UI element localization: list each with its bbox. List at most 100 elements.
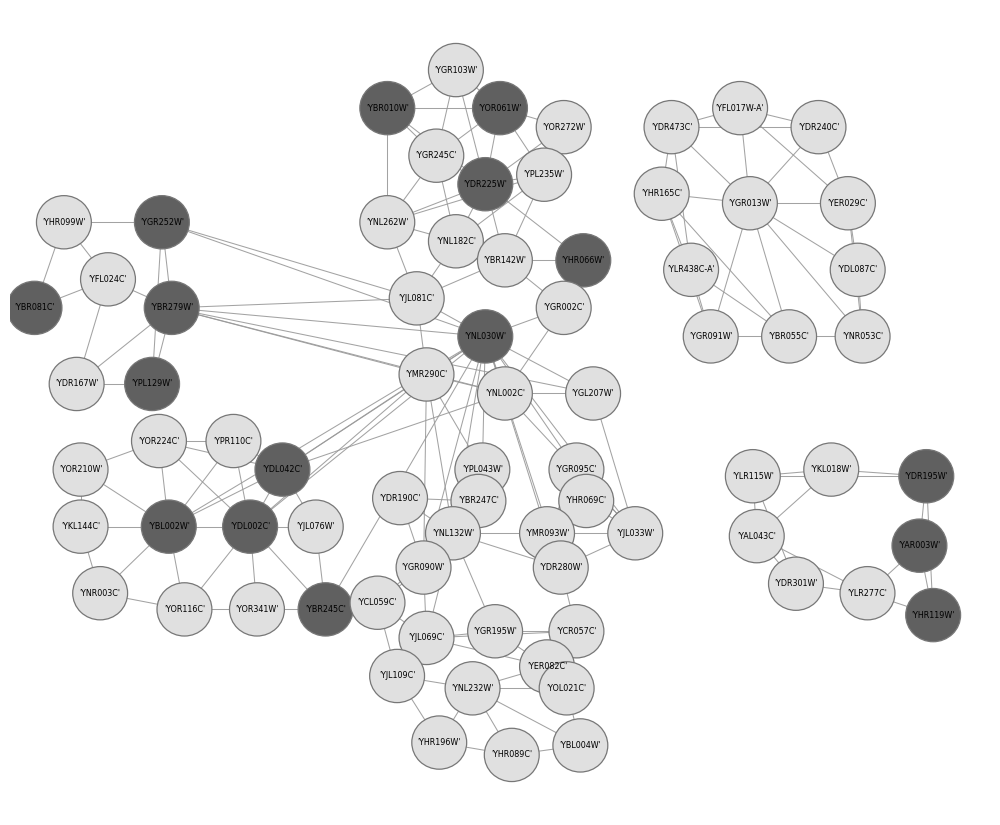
Circle shape (566, 367, 621, 420)
Text: 'YGR091W': 'YGR091W' (689, 332, 733, 341)
Circle shape (141, 500, 196, 554)
Text: 'YER029C': 'YER029C' (828, 199, 868, 208)
Text: 'YHR089C': 'YHR089C' (491, 751, 532, 760)
Text: 'YJL076W': 'YJL076W' (296, 522, 335, 531)
Circle shape (477, 367, 532, 420)
Text: 'YMR093W': 'YMR093W' (525, 529, 569, 538)
Circle shape (762, 309, 817, 363)
Text: 'YNR003C': 'YNR003C' (80, 589, 121, 598)
Text: 'YHR119W': 'YHR119W' (911, 610, 955, 620)
Text: 'YMR290C': 'YMR290C' (405, 370, 448, 379)
Circle shape (360, 196, 415, 249)
Text: 'YGR252W': 'YGR252W' (140, 218, 184, 227)
Circle shape (73, 567, 128, 620)
Circle shape (255, 443, 310, 496)
Text: 'YLR115W': 'YLR115W' (732, 472, 774, 481)
Text: 'YOR061W': 'YOR061W' (478, 104, 522, 113)
Text: 'YGR195W': 'YGR195W' (473, 627, 517, 636)
Text: 'YOR341W': 'YOR341W' (235, 605, 279, 614)
Text: 'YDL042C': 'YDL042C' (262, 465, 303, 474)
Circle shape (230, 582, 284, 636)
Text: 'YAR003W': 'YAR003W' (898, 541, 941, 550)
Circle shape (477, 233, 532, 287)
Text: 'YGR013W': 'YGR013W' (728, 199, 772, 208)
Circle shape (608, 507, 663, 560)
Text: 'YPL129W': 'YPL129W' (131, 380, 173, 389)
Circle shape (835, 309, 890, 363)
Circle shape (53, 500, 108, 554)
Circle shape (804, 443, 859, 496)
Circle shape (533, 541, 588, 594)
Text: 'YOR210W': 'YOR210W' (59, 465, 102, 474)
Circle shape (399, 611, 454, 665)
Text: 'YGL207W': 'YGL207W' (572, 389, 614, 398)
Circle shape (125, 357, 180, 411)
Circle shape (484, 728, 539, 781)
Circle shape (539, 662, 594, 715)
Circle shape (830, 243, 885, 296)
Circle shape (428, 44, 483, 97)
Circle shape (473, 82, 527, 134)
Text: 'YDR240C': 'YDR240C' (798, 123, 839, 132)
Circle shape (517, 148, 572, 201)
Text: 'YDR190C': 'YDR190C' (379, 493, 421, 502)
Circle shape (906, 588, 961, 642)
Circle shape (288, 500, 343, 554)
Text: 'YDL087C': 'YDL087C' (838, 266, 878, 275)
Text: 'YGR002C': 'YGR002C' (543, 304, 584, 313)
Text: 'YCL059C': 'YCL059C' (358, 598, 397, 607)
Text: 'YGR090W': 'YGR090W' (402, 563, 445, 572)
Circle shape (409, 129, 464, 182)
Circle shape (396, 541, 451, 594)
Circle shape (350, 576, 405, 629)
Circle shape (791, 101, 846, 153)
Text: 'YBL002W': 'YBL002W' (148, 522, 190, 531)
Text: 'YFL017W-A': 'YFL017W-A' (716, 104, 764, 113)
Circle shape (722, 177, 777, 230)
Circle shape (634, 167, 689, 220)
Text: 'YNL182C': 'YNL182C' (436, 237, 476, 246)
Text: 'YBR010W': 'YBR010W' (366, 104, 409, 113)
Text: 'YHR066W': 'YHR066W' (562, 256, 605, 265)
Text: 'YBR081C': 'YBR081C' (14, 304, 55, 313)
Circle shape (455, 443, 510, 496)
Text: 'YHR069C': 'YHR069C' (566, 497, 607, 506)
Text: 'YKL144C': 'YKL144C' (61, 522, 100, 531)
Text: 'YGR103W': 'YGR103W' (434, 65, 478, 74)
Circle shape (223, 500, 278, 554)
Circle shape (892, 519, 947, 573)
Text: 'YDL002C': 'YDL002C' (230, 522, 270, 531)
Circle shape (683, 309, 738, 363)
Circle shape (520, 507, 574, 560)
Circle shape (713, 82, 768, 134)
Circle shape (206, 414, 261, 468)
Circle shape (445, 662, 500, 715)
Circle shape (644, 101, 699, 153)
Circle shape (426, 507, 480, 560)
Circle shape (458, 309, 513, 363)
Text: 'YHR165C': 'YHR165C' (641, 189, 682, 198)
Text: 'YDR280W': 'YDR280W' (539, 563, 583, 572)
Circle shape (53, 443, 108, 496)
Circle shape (536, 281, 591, 334)
Text: 'YOL021C': 'YOL021C' (547, 684, 587, 693)
Text: 'YNL030W': 'YNL030W' (464, 332, 506, 341)
Circle shape (553, 719, 608, 772)
Text: 'YOR224C': 'YOR224C' (138, 436, 180, 446)
Circle shape (360, 82, 415, 134)
Circle shape (899, 450, 954, 503)
Circle shape (49, 357, 104, 411)
Text: 'YHR099W': 'YHR099W' (42, 218, 86, 227)
Circle shape (451, 474, 506, 528)
Text: 'YCR057C': 'YCR057C' (556, 627, 597, 636)
Text: 'YKL018W': 'YKL018W' (811, 465, 852, 474)
Text: 'YNL132W': 'YNL132W' (432, 529, 474, 538)
Circle shape (556, 233, 611, 287)
Text: 'YNL262W': 'YNL262W' (366, 218, 408, 227)
Text: 'YJL033W': 'YJL033W' (616, 529, 654, 538)
Text: 'YBR279W': 'YBR279W' (150, 304, 193, 313)
Text: 'YNL002C': 'YNL002C' (485, 389, 525, 398)
Circle shape (412, 716, 467, 769)
Circle shape (7, 281, 62, 334)
Text: 'YNL232W': 'YNL232W' (451, 684, 494, 693)
